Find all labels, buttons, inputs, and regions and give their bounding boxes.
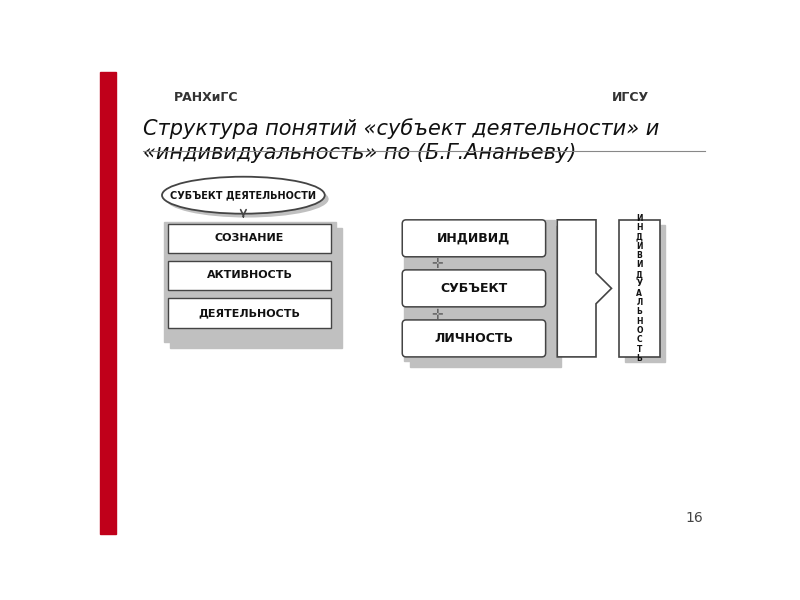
FancyBboxPatch shape [406,224,550,260]
FancyBboxPatch shape [406,274,550,311]
Text: Структура понятий «субъект деятельности» и: Структура понятий «субъект деятельности»… [142,118,659,139]
Text: И
Н
Д
И
В
И
Д
У
А
Л
Ь
Н
О
С
Т
Ь: И Н Д И В И Д У А Л Ь Н О С Т Ь [636,214,643,363]
Bar [625,225,665,362]
FancyBboxPatch shape [406,324,550,361]
Text: ИГСУ: ИГСУ [611,91,649,104]
Text: РАНХиГС: РАНХиГС [174,91,238,104]
Text: ДЕЯТЕЛЬНОСТЬ: ДЕЯТЕЛЬНОСТЬ [198,308,301,318]
Text: ✛: ✛ [431,308,443,322]
Text: ИНДИВИД: ИНДИВИД [438,232,510,245]
Text: СУБЪЕКТ ДЕЯТЕЛЬНОСТИ: СУБЪЕКТ ДЕЯТЕЛЬНОСТИ [170,190,316,200]
Bar [410,226,561,367]
Bar [168,298,331,328]
FancyBboxPatch shape [402,320,546,357]
Bar [100,72,115,534]
FancyBboxPatch shape [402,270,546,307]
Ellipse shape [166,181,329,218]
Polygon shape [558,220,611,357]
Text: СУБЪЕКТ: СУБЪЕКТ [440,282,507,295]
Bar [619,220,659,357]
Bar [170,229,342,347]
Text: 16: 16 [685,511,703,525]
Bar [168,260,331,290]
Bar [163,222,336,341]
Ellipse shape [162,177,325,214]
Text: АКТИВНОСТЬ: АКТИВНОСТЬ [206,270,293,280]
Text: ✛: ✛ [431,257,443,271]
Text: СОЗНАНИЕ: СОЗНАНИЕ [215,233,284,244]
Bar [404,220,555,361]
FancyBboxPatch shape [402,220,546,257]
Bar [168,224,331,253]
Text: ЛИЧНОСТЬ: ЛИЧНОСТЬ [434,332,514,345]
Text: «индивидуальность» по (Б.Г.Ананьеву): «индивидуальность» по (Б.Г.Ананьеву) [142,143,576,163]
